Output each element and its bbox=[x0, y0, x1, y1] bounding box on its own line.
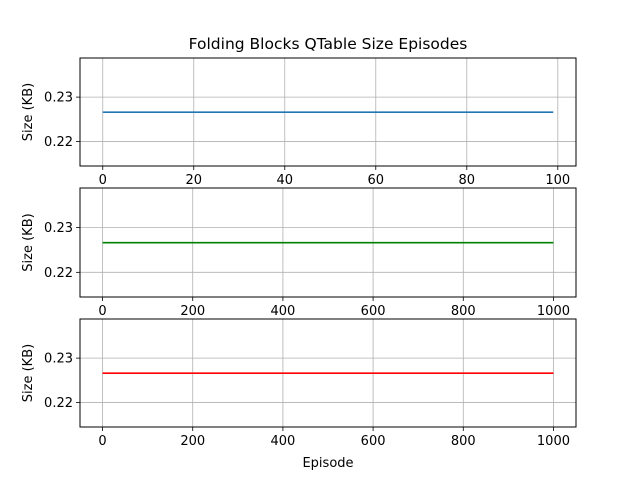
x-tick-label: 200 bbox=[180, 304, 205, 319]
x-tick-label: 800 bbox=[451, 434, 476, 449]
x-tick-label: 60 bbox=[368, 173, 385, 188]
axes-frame bbox=[79, 57, 577, 167]
x-tick-label: 0 bbox=[98, 304, 106, 319]
x-tick-label: 0 bbox=[99, 173, 107, 188]
y-tick-label: 0.22 bbox=[44, 266, 73, 281]
x-tick-label: 1000 bbox=[537, 434, 570, 449]
x-tick-label: 400 bbox=[270, 434, 295, 449]
x-axis-label: Episode bbox=[302, 456, 353, 471]
y-tick-label: 0.23 bbox=[44, 91, 73, 106]
x-tick-label: 200 bbox=[180, 434, 205, 449]
axes-frame bbox=[79, 318, 577, 428]
y-axis-label: Size (KB) bbox=[21, 344, 36, 402]
x-tick-label: 20 bbox=[185, 173, 202, 188]
x-tick-label: 400 bbox=[270, 304, 295, 319]
subplot-3: 0 200 400 600 800 1000 0.22 0.23 Size (KB) Episod… bbox=[21, 318, 577, 471]
subplot-1: 0 20 40 60 80 100 0.22 0.23 Size (KB) bbox=[21, 57, 577, 188]
x-tick-label: 0 bbox=[98, 434, 106, 449]
x-tick-label: 80 bbox=[459, 173, 476, 188]
y-tick-label: 0.23 bbox=[44, 221, 73, 236]
y-axis-label: Size (KB) bbox=[21, 213, 36, 271]
x-tick-label: 600 bbox=[361, 304, 386, 319]
subplots: 0 20 40 60 80 100 0.22 0.23 Size (KB) 0 200 400 600 8… bbox=[21, 57, 577, 471]
axes-frame bbox=[79, 187, 577, 298]
x-tick-label: 1000 bbox=[537, 304, 570, 319]
x-tick-label: 100 bbox=[545, 173, 570, 188]
y-axis-label: Size (KB) bbox=[21, 83, 36, 141]
y-tick-label: 0.22 bbox=[44, 135, 73, 150]
y-tick-label: 0.23 bbox=[44, 352, 73, 367]
chart-title: Folding Blocks QTable Size Episodes bbox=[189, 35, 468, 53]
x-tick-label: 600 bbox=[361, 434, 386, 449]
x-tick-label: 40 bbox=[276, 173, 293, 188]
y-tick-label: 0.22 bbox=[44, 396, 73, 411]
x-tick-label: 800 bbox=[451, 304, 476, 319]
subplot-2: 0 200 400 600 800 1000 0.22 0.23 Size (KB) bbox=[21, 187, 577, 319]
